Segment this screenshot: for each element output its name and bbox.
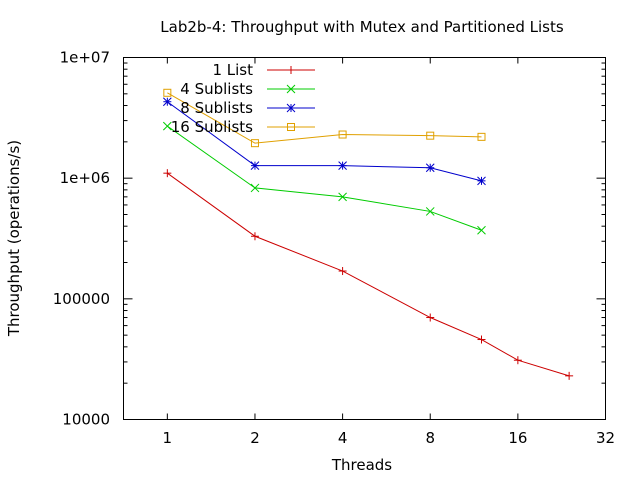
series-layer bbox=[162, 88, 574, 380]
y-tick-label: 1e+07 bbox=[60, 49, 110, 67]
x-tick-label: 32 bbox=[596, 429, 615, 447]
data-point bbox=[162, 97, 172, 107]
data-point bbox=[250, 183, 260, 193]
legend-marker bbox=[286, 103, 296, 113]
x-tick-label: 4 bbox=[338, 429, 348, 447]
legend-entry: 8 Sublists bbox=[180, 99, 315, 117]
axis-ticks: 1 2 4 8 16 32 10000 100000 1e+06 1e+07 bbox=[53, 49, 615, 448]
y-tick-label: 1e+06 bbox=[60, 169, 110, 187]
legend-entry: 4 Sublists bbox=[180, 80, 315, 98]
data-point bbox=[426, 313, 435, 322]
data-point bbox=[250, 161, 260, 170]
data-point bbox=[338, 192, 347, 202]
data-point bbox=[338, 130, 347, 139]
data-point bbox=[338, 267, 347, 276]
series-line bbox=[167, 92, 482, 144]
data-point bbox=[477, 335, 486, 344]
data-point bbox=[163, 169, 172, 178]
data-point bbox=[425, 163, 435, 173]
data-point bbox=[250, 139, 259, 148]
data-point bbox=[250, 232, 259, 241]
data-point bbox=[477, 132, 486, 141]
data-point bbox=[477, 176, 486, 186]
x-axis-label: Threads bbox=[331, 456, 392, 474]
data-point bbox=[426, 131, 435, 140]
chart-title: Lab2b-4: Throughput with Mutex and Parti… bbox=[160, 18, 564, 36]
legend-label: 4 Sublists bbox=[180, 80, 253, 98]
series-line bbox=[167, 125, 482, 231]
x-tick-label: 16 bbox=[508, 429, 527, 447]
x-tick-label: 2 bbox=[250, 429, 260, 447]
series-2 bbox=[162, 97, 486, 186]
legend-marker bbox=[287, 123, 295, 131]
data-point bbox=[163, 88, 172, 97]
series-0 bbox=[163, 169, 574, 380]
data-point bbox=[162, 121, 172, 131]
data-point bbox=[338, 161, 347, 170]
series-line bbox=[167, 172, 570, 377]
data-point bbox=[565, 371, 574, 380]
y-axis-label: Throughput (operations/s) bbox=[5, 140, 23, 337]
legend-entry: 16 Sublists bbox=[171, 118, 315, 136]
legend-label: 8 Sublists bbox=[180, 99, 253, 117]
legend-marker bbox=[287, 66, 295, 74]
legend-entry: 1 List bbox=[212, 61, 315, 79]
legend-label: 16 Sublists bbox=[171, 118, 253, 136]
series-3 bbox=[163, 88, 486, 148]
data-point bbox=[425, 207, 435, 216]
y-tick-label: 100000 bbox=[53, 290, 110, 308]
legend-marker bbox=[286, 84, 296, 94]
plot-frame bbox=[123, 57, 606, 420]
y-tick-label: 10000 bbox=[62, 411, 110, 429]
legend-label: 1 List bbox=[212, 61, 253, 79]
data-point bbox=[477, 225, 486, 235]
data-point bbox=[513, 356, 522, 365]
x-tick-label: 8 bbox=[425, 429, 435, 447]
series-1 bbox=[162, 121, 486, 235]
x-tick-label: 1 bbox=[163, 429, 173, 447]
